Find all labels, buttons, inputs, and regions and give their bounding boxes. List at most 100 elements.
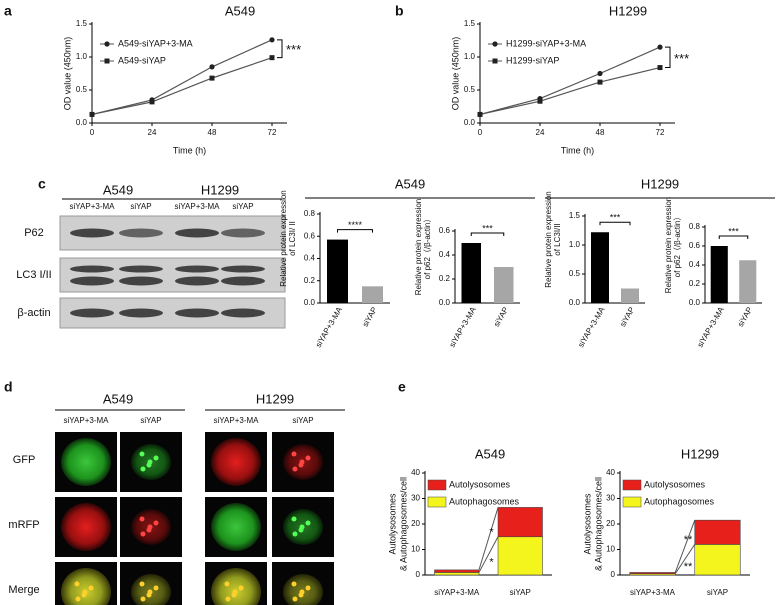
bar: [591, 232, 609, 303]
series-line: [91, 39, 273, 116]
legend-swatch: [427, 479, 447, 491]
y-tick-label: 0.0: [76, 118, 88, 127]
puncta: [140, 596, 146, 602]
y-tick-label: 0.0: [439, 298, 451, 307]
blot-row-label: P62: [24, 227, 44, 239]
lane-label: siYAP+3-MA: [175, 202, 221, 211]
puncta: [88, 585, 94, 591]
marker: [657, 44, 663, 50]
legend-marker: [492, 41, 498, 47]
y-axis-label: OD value (450nm): [62, 37, 72, 111]
series-line: [91, 57, 273, 116]
x-tick-label: 0: [90, 128, 95, 137]
chart-title: A549: [475, 446, 505, 461]
lane-label: siYAP+3-MA: [70, 202, 116, 211]
group-title: A549: [395, 176, 425, 191]
legend-label: Autophagosomes: [644, 496, 715, 506]
significance-bracket: [665, 46, 671, 69]
x-tick-label: 0: [478, 128, 483, 137]
blot-band: [70, 276, 114, 286]
marker: [209, 75, 215, 81]
bar-segment: [434, 569, 480, 573]
legend-swatch: [622, 479, 642, 491]
connector: [478, 536, 499, 573]
puncta: [74, 581, 80, 587]
y-tick-label: 20: [606, 519, 615, 528]
marker: [477, 111, 483, 117]
puncta: [292, 531, 298, 537]
marker: [537, 98, 543, 104]
bar: [494, 267, 514, 303]
y-axis-label: of p62（/β-actin）: [423, 215, 432, 280]
puncta: [75, 596, 81, 602]
blot-band: [119, 228, 163, 238]
cell: [211, 568, 261, 605]
x-axis-label: Time (h): [173, 145, 206, 155]
y-axis-label: Autolysosomes: [387, 493, 397, 555]
y-tick-label: 0.8: [689, 222, 701, 231]
puncta: [305, 585, 311, 591]
puncta: [147, 524, 153, 530]
bar: [362, 286, 383, 303]
micro-column-label: siYAP+3-MA: [214, 416, 260, 425]
annotation: ***: [286, 42, 301, 57]
x-tick-label: 48: [208, 128, 217, 137]
puncta: [299, 589, 305, 595]
legend-label: H1299-siYAP: [506, 55, 559, 65]
y-tick-label: 1.0: [464, 52, 476, 61]
annotation: ***: [610, 213, 621, 223]
legend-label: Autophagosomes: [449, 496, 520, 506]
y-tick-label: 0.0: [569, 298, 581, 307]
puncta: [291, 516, 297, 522]
micro-column-label: siYAP: [140, 416, 161, 425]
panel-label: c: [38, 176, 46, 192]
bar-segment: [497, 507, 543, 538]
marker: [269, 55, 275, 61]
x-tick-label: siYAP+3-MA: [630, 588, 676, 597]
y-tick-label: 0.6: [304, 231, 316, 240]
y-tick-label: 1.5: [464, 19, 476, 28]
annotation: ***: [482, 223, 493, 233]
y-tick-label: 1.0: [76, 52, 88, 61]
x-axis-label: Time (h): [561, 145, 594, 155]
legend-label: Autolysosomes: [449, 479, 511, 489]
y-tick-label: 10: [606, 545, 615, 554]
blot-band: [70, 308, 114, 318]
micro-group: A549: [103, 391, 133, 406]
blot-band: [119, 265, 163, 273]
puncta: [299, 459, 305, 465]
annotation: ***: [728, 226, 739, 236]
legend-label: A549-siYAP: [118, 55, 166, 65]
x-tick-label: siYAP+3-MA: [696, 305, 727, 349]
legend-label: Autolysosomes: [644, 479, 706, 489]
puncta: [139, 516, 145, 522]
y-axis-label: Relative protein expression: [279, 190, 288, 287]
chart-title: A549: [225, 3, 255, 18]
y-axis-label: Autolysosomes: [582, 493, 592, 555]
legend-marker: [104, 58, 110, 64]
x-tick-label: siYAP: [618, 306, 636, 329]
bar-segment: [497, 536, 543, 576]
puncta: [305, 520, 311, 526]
x-tick-label: 24: [148, 128, 157, 137]
marker: [209, 64, 215, 70]
x-tick-label: siYAP: [492, 306, 510, 329]
x-tick-label: 72: [656, 128, 665, 137]
blot-band: [119, 276, 163, 286]
puncta: [305, 455, 311, 461]
y-tick-label: 0: [416, 570, 421, 579]
y-axis-label: Relative protein expression: [544, 191, 553, 288]
blot-strip: [59, 257, 286, 293]
bar-segment: [434, 572, 480, 576]
blot-row-label: β-actin: [17, 307, 50, 319]
puncta: [299, 524, 305, 530]
bar: [739, 260, 757, 303]
y-axis-label: of p62（/β-actin）: [673, 213, 682, 278]
y-tick-label: 0.6: [689, 241, 701, 250]
y-tick-label: 0.5: [464, 85, 476, 94]
panel-label: b: [395, 3, 404, 19]
legend-label: A549-siYAP+3-MA: [118, 38, 193, 48]
puncta: [140, 466, 146, 472]
y-tick-label: 1.5: [76, 19, 88, 28]
